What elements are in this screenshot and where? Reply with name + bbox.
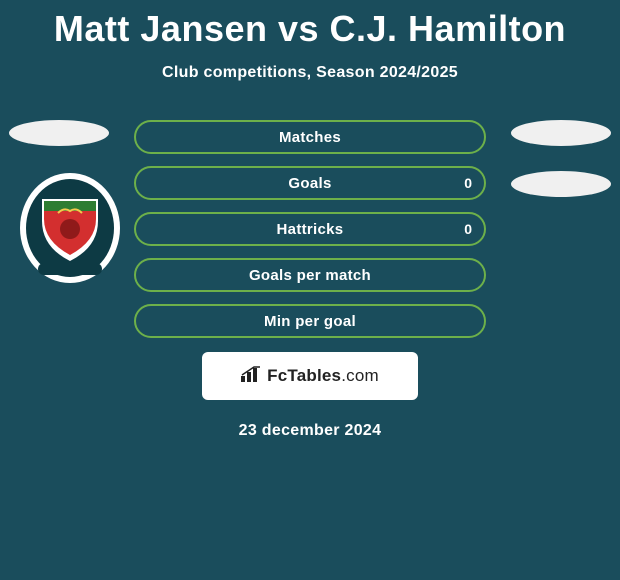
club-crest xyxy=(18,171,122,285)
comparison-content: Matches Goals 0 Hattricks 0 Goals per ma… xyxy=(0,120,620,440)
stat-label: Matches xyxy=(279,129,341,146)
source-logo: FcTables.com xyxy=(202,352,418,400)
stat-bar-matches: Matches xyxy=(134,120,486,154)
bars-icon xyxy=(241,366,261,387)
stat-label: Hattricks xyxy=(277,221,344,238)
player-left-placeholder xyxy=(9,120,109,146)
logo-text: FcTables.com xyxy=(267,366,379,386)
stat-bar-goals: Goals 0 xyxy=(134,166,486,200)
stat-value: 0 xyxy=(464,175,472,191)
player-right-placeholder xyxy=(511,120,611,146)
page-title: Matt Jansen vs C.J. Hamilton xyxy=(0,0,620,50)
player-right-placeholder-2 xyxy=(511,171,611,197)
stat-value: 0 xyxy=(464,221,472,237)
stat-label: Goals xyxy=(288,175,331,192)
logo-brand: FcTables xyxy=(267,366,341,385)
stat-label: Min per goal xyxy=(264,313,356,330)
logo-suffix: .com xyxy=(341,366,379,385)
subtitle: Club competitions, Season 2024/2025 xyxy=(0,64,620,82)
stat-bar-goals-per-match: Goals per match xyxy=(134,258,486,292)
stat-bar-hattricks: Hattricks 0 xyxy=(134,212,486,246)
stat-label: Goals per match xyxy=(249,267,371,284)
stat-bars: Matches Goals 0 Hattricks 0 Goals per ma… xyxy=(134,120,486,338)
date-label: 23 december 2024 xyxy=(0,422,620,440)
stat-bar-min-per-goal: Min per goal xyxy=(134,304,486,338)
